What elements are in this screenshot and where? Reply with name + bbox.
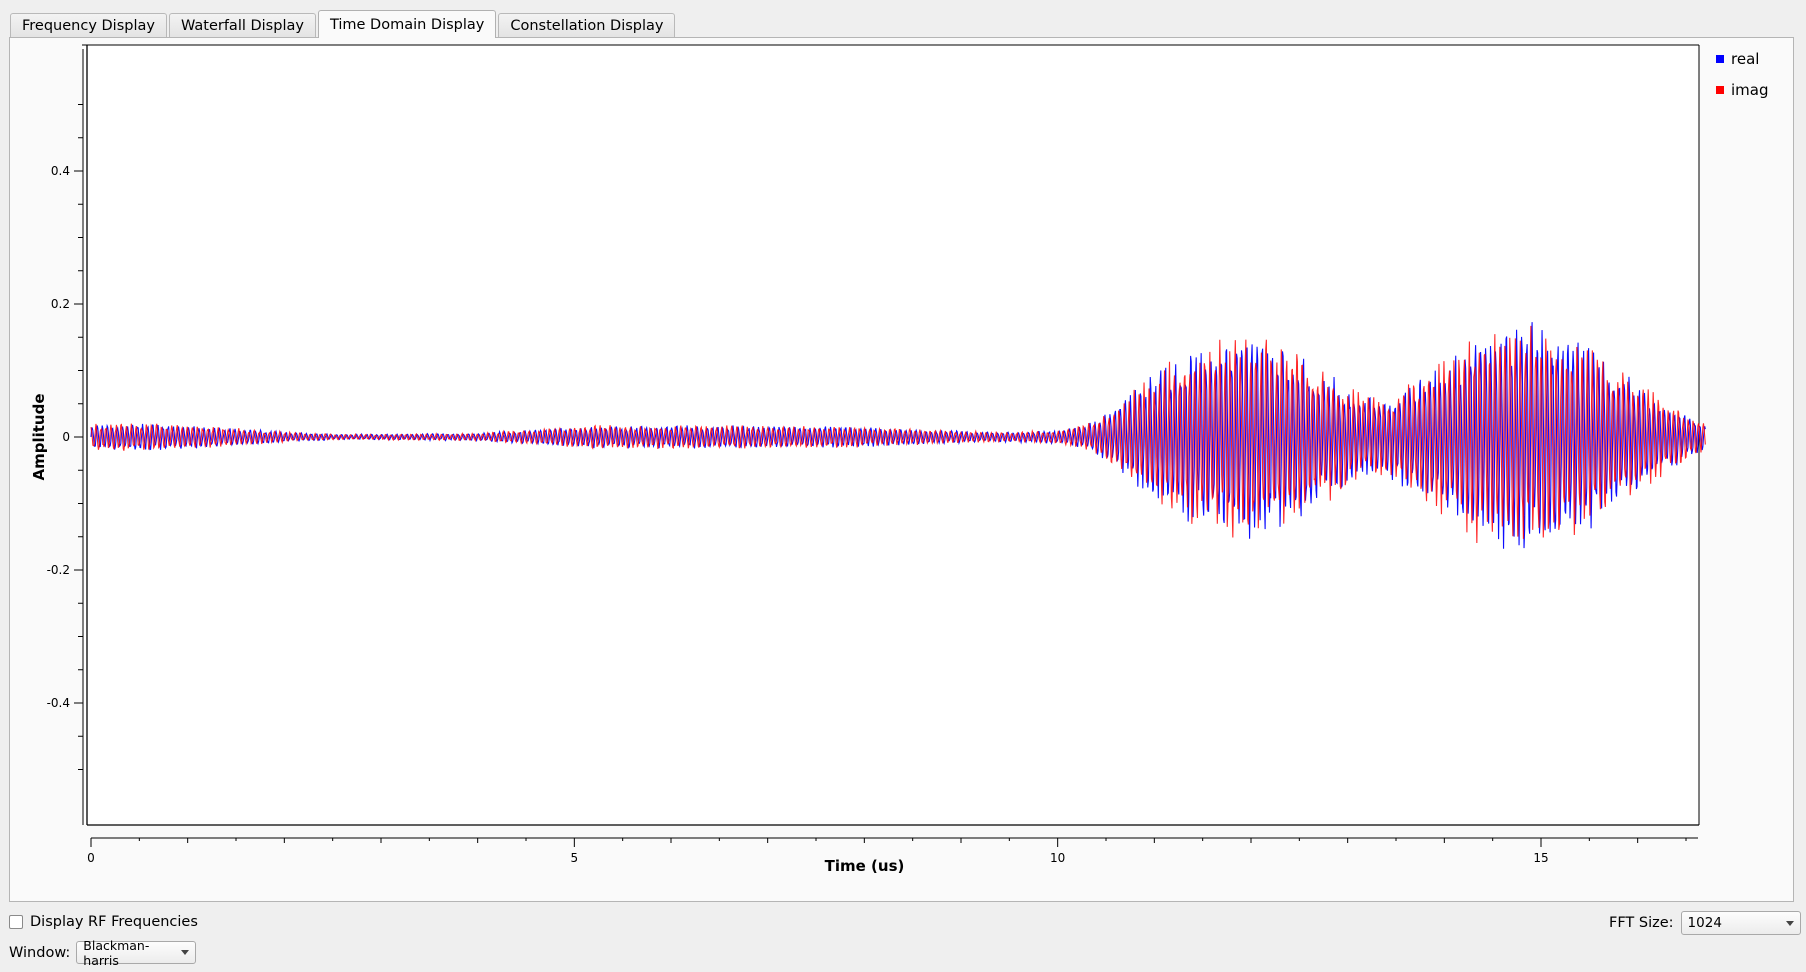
fft-size-select[interactable]: 1024 — [1680, 911, 1801, 935]
x-tick-label: 0 — [87, 851, 95, 865]
x-axis-label: Time (us) — [825, 857, 905, 875]
rf-frequencies-label: Display RF Frequencies — [30, 914, 198, 930]
y-tick-label: 0 — [62, 430, 70, 444]
window-value: Blackman-harris — [83, 937, 150, 968]
y-tick-label: 0.2 — [51, 297, 70, 311]
chevron-down-icon — [181, 950, 190, 955]
y-axis-label: Amplitude — [30, 393, 48, 480]
rf-frequencies-checkbox[interactable] — [9, 915, 23, 929]
tab-constellation-display[interactable]: Constellation Display — [498, 13, 676, 38]
legend-item-real[interactable]: real — [1716, 43, 1769, 74]
tab-frequency-display[interactable]: Frequency Display — [10, 13, 167, 38]
fft-size-control: FFT Size: 1024 — [1609, 911, 1801, 935]
chevron-down-icon — [1785, 920, 1794, 926]
plot-traces — [90, 322, 1706, 549]
y-tick-label: -0.2 — [47, 563, 70, 577]
legend-item-imag[interactable]: imag — [1716, 74, 1769, 105]
x-tick-label: 5 — [571, 851, 579, 865]
legend-label-imag: imag — [1731, 80, 1769, 99]
legend-swatch-imag — [1716, 85, 1724, 94]
series-line-imag — [90, 325, 1706, 543]
legend-label-real: real — [1731, 49, 1760, 68]
y-tick-label: -0.4 — [47, 696, 70, 710]
fft-size-value: 1024 — [1687, 915, 1722, 931]
tab-time-domain-display[interactable]: Time Domain Display — [317, 10, 497, 38]
window-select[interactable]: Blackman-harris — [76, 938, 197, 968]
rf-frequencies-toggle[interactable]: Display RF Frequencies — [9, 914, 198, 930]
y-tick-label: 0.4 — [51, 164, 70, 178]
display-tabbar: Frequency Display Waterfall Display Time… — [10, 10, 677, 38]
time-domain-plot[interactable]: 0.4 0.2 0 -0.2 -0.4 0 5 10 15 Time (us) Amplitude — [10, 38, 1793, 901]
fft-size-label: FFT Size: — [1609, 915, 1674, 931]
window-label: Window: — [9, 944, 71, 961]
window-control: Window: Blackman-harris — [9, 938, 197, 968]
plot-legend: real imag — [1716, 43, 1769, 105]
time-domain-panel: 0.4 0.2 0 -0.2 -0.4 0 5 10 15 Time (us) Amplitude … — [9, 37, 1794, 902]
legend-swatch-real — [1716, 54, 1724, 63]
x-tick-label: 15 — [1533, 851, 1548, 865]
tab-waterfall-display[interactable]: Waterfall Display — [168, 13, 316, 38]
x-tick-label: 10 — [1050, 851, 1065, 865]
